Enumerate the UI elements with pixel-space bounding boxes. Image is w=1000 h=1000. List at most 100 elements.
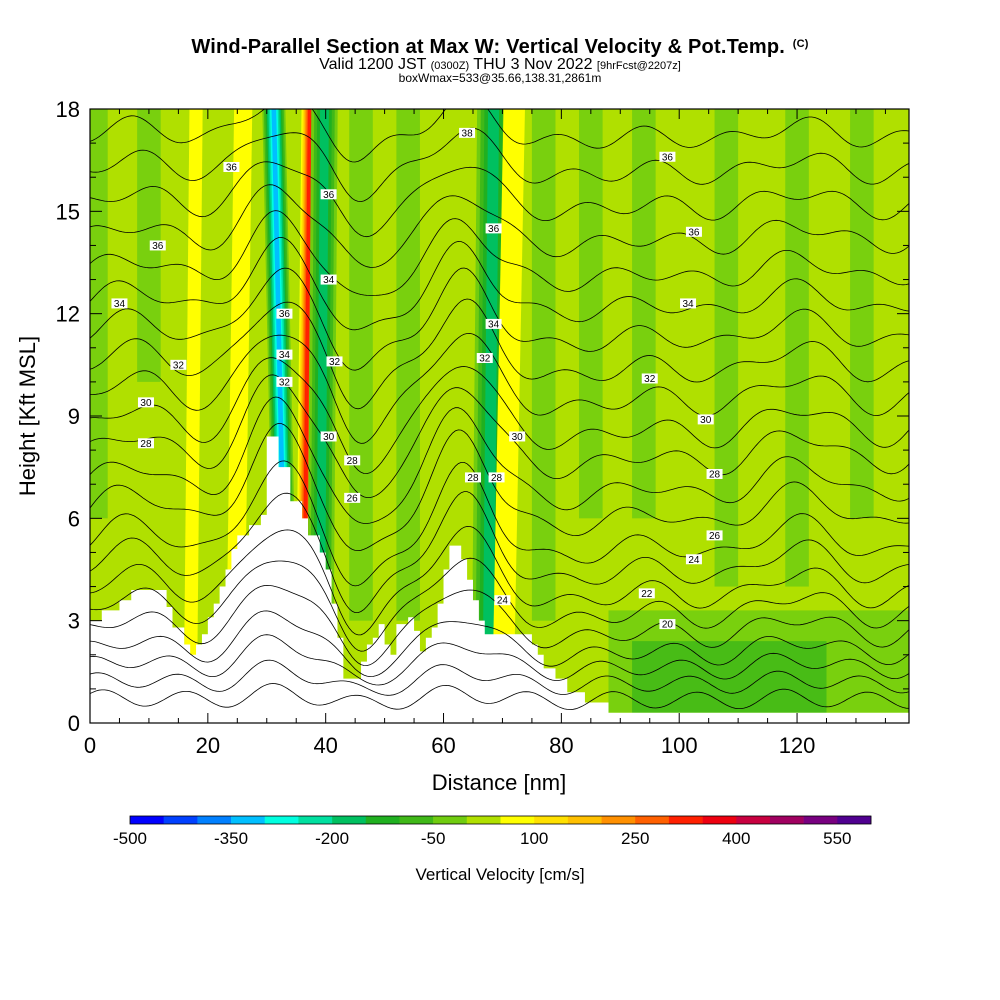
- x-axis-label: Distance [nm]: [432, 770, 567, 795]
- contour-label-bg: [464, 472, 481, 483]
- colorbar-tick-label: -50: [421, 829, 446, 848]
- colorbar-swatch: [399, 816, 434, 824]
- colorbar-swatch: [635, 816, 670, 824]
- colorbar-swatch: [803, 816, 838, 824]
- contour-label: 36: [152, 241, 164, 252]
- contour-label: 38: [462, 128, 474, 139]
- isentrope-line: [90, 357, 909, 475]
- contour-label-bg: [344, 455, 361, 466]
- contour-label-bg: [276, 376, 293, 387]
- isentrope-line: [90, 161, 909, 238]
- isentrope-line: [90, 374, 909, 498]
- isentrope-line: [90, 659, 909, 696]
- contour-label: 36: [226, 162, 238, 173]
- contour-label-bg: [706, 530, 723, 541]
- colorbar-tick-label: 550: [823, 829, 851, 848]
- y-tick-label: 9: [68, 404, 80, 429]
- contour-label: 34: [682, 299, 694, 310]
- isentrope-line: [90, 491, 909, 613]
- isentrope-line: [90, 332, 909, 444]
- x-tick-label: 0: [84, 733, 96, 758]
- contour-labels: 36 36 34 32 30 28 36 34 32 30 28 26 36 34 32 38 36 34 32 30…: [111, 127, 723, 631]
- contour-label-bg: [485, 223, 502, 234]
- contour-label-bg: [320, 189, 337, 200]
- valid-date: THU 3 Nov 2022: [473, 56, 593, 73]
- contour-label-bg: [706, 468, 723, 479]
- contour-label-bg: [685, 226, 702, 237]
- colorbar-tick-label: -350: [214, 829, 248, 848]
- contour-label-bg: [509, 431, 526, 442]
- contour-label: 36: [279, 309, 291, 320]
- velocity-band: [491, 109, 525, 723]
- contour-label-bg: [659, 151, 676, 162]
- contour-label-bg: [485, 318, 502, 329]
- isentrope-line: [90, 634, 909, 686]
- chart-title-text: Wind-Parallel Section at Max W: Vertical…: [191, 36, 785, 58]
- colorbar-swatch: [231, 816, 266, 824]
- contour-label: 30: [512, 432, 524, 443]
- isentrope-line: [90, 236, 909, 331]
- isentrope-line: [90, 683, 909, 711]
- terrain-mask: [90, 436, 909, 723]
- contour-label-bg: [685, 554, 702, 565]
- contour-label-bg: [326, 356, 343, 367]
- colorbar-swatch: [837, 816, 872, 824]
- isentrope-line: [90, 127, 909, 203]
- colorbar: -500 -350 -200 -50 100 250 400 550: [113, 815, 872, 848]
- field-patch: [632, 109, 656, 519]
- y-tick-label: 0: [68, 711, 80, 736]
- colorbar-swatch: [365, 816, 400, 824]
- y-tick-label: 15: [56, 199, 80, 224]
- terrain: [90, 436, 909, 723]
- colorbar-swatch: [567, 816, 602, 824]
- colorbar-swatch: [601, 816, 636, 824]
- field-patch: [531, 109, 556, 621]
- colorbar-tick-label: -200: [315, 829, 349, 848]
- contour-label: 34: [488, 319, 500, 330]
- forecast-tag: [9hrFcst@2207z]: [596, 60, 681, 72]
- velocity-band: [183, 109, 203, 723]
- contour-label: 20: [662, 620, 674, 631]
- contour-label-bg: [149, 240, 166, 251]
- colorbar-swatch: [163, 816, 198, 824]
- field-patch: [850, 109, 874, 519]
- contour-label: 24: [497, 596, 509, 607]
- y-tick-label: 18: [56, 97, 80, 122]
- x-tick-label: 40: [313, 733, 337, 758]
- field-patch: [349, 109, 373, 621]
- contour-label: 32: [479, 354, 491, 365]
- contour-label-bg: [697, 414, 714, 425]
- x-tick-label: 60: [431, 733, 455, 758]
- colorbar-tick-label: 250: [621, 829, 649, 848]
- colorbar-swatch: [466, 816, 501, 824]
- x-tick-label: 100: [661, 733, 698, 758]
- y-axis-label: Height [Kft MSL]: [15, 336, 40, 496]
- colorbar-swatch: [130, 816, 164, 824]
- colorbar-swatch: [433, 816, 468, 824]
- contour-label: 30: [140, 398, 152, 409]
- contour-label: 24: [688, 555, 700, 566]
- contour-label-bg: [476, 353, 493, 364]
- x-tick-label: 120: [779, 733, 816, 758]
- contour-label-bg: [137, 397, 154, 408]
- contour-label: 30: [700, 415, 712, 426]
- contour-label-bg: [638, 588, 655, 599]
- isentrope-line: [90, 396, 909, 524]
- contour-label: 32: [329, 357, 341, 368]
- chart-title: Wind-Parallel Section at Max W: Vertical…: [0, 36, 1000, 59]
- contour-label: 34: [279, 350, 291, 361]
- valid-time: Valid 1200 JST: [319, 56, 427, 73]
- isentrope-line: [90, 184, 909, 268]
- contour-label: 36: [688, 227, 700, 238]
- contour-label: 28: [467, 473, 479, 484]
- field-patch: [579, 109, 603, 519]
- field-patch: [714, 109, 739, 587]
- colorbar-swatch: [197, 816, 232, 824]
- isentrope-line: [90, 584, 909, 667]
- y-tick-label: 3: [68, 609, 80, 634]
- contour-label: 36: [323, 190, 335, 201]
- contour-label-bg: [320, 274, 337, 285]
- x-tick-label: 80: [549, 733, 573, 758]
- contour-label-bg: [459, 127, 476, 138]
